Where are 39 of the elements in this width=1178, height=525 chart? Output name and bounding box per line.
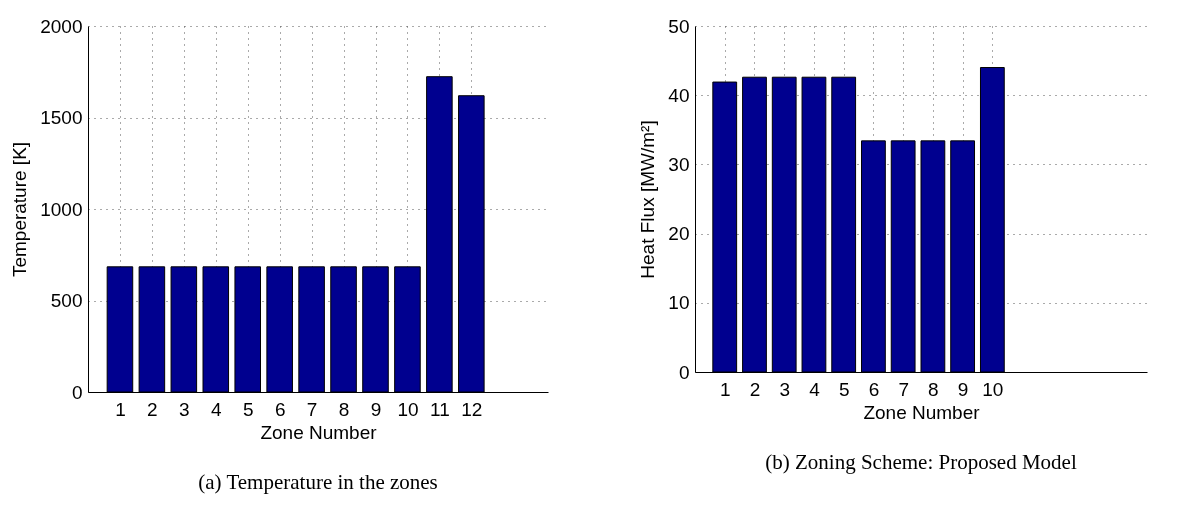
y-tick-label: 0 [678,361,690,383]
y-tick-label: 1000 [40,198,83,220]
x-tick-label: 3 [779,378,790,400]
y-tick-label: 2000 [40,15,83,37]
x-tick-label: 5 [838,378,850,400]
y-tick-label: 1500 [40,107,83,128]
x-tick-label: 9 [370,398,382,420]
x-tick-label: 10 [982,378,1004,400]
x-tick-label: 1 [115,398,126,420]
x-tick-label: 10 [397,398,419,420]
x-tick-label: 12 [461,398,483,420]
x-tick-label: 6 [868,378,880,400]
y-tick-label: 10 [668,292,690,314]
x-tick-label: 2 [147,398,158,420]
x-tick-label: 4 [809,378,821,400]
x-axis-title: Zone Number [863,401,981,423]
x-tick-label: 9 [957,378,969,400]
x-tick-label: 6 [274,398,286,420]
y-tick-label: 20 [668,223,690,245]
x-tick-label: 11 [430,398,450,420]
y-tick-label: 30 [668,153,690,175]
y-tick-label: 0 [71,381,83,403]
y-axis-title: Temperature [K] [9,141,31,278]
y-tick-label: 50 [668,15,690,37]
x-tick-label: 4 [210,398,222,420]
y-tick-label: 40 [668,84,690,106]
x-tick-label: 7 [306,398,318,420]
text: (a) Temperature in the zones [198,470,438,494]
x-tick-label: 7 [898,378,909,400]
x-tick-label: 3 [179,398,190,420]
x-tick-label: 8 [928,378,939,400]
x-tick-label: 8 [338,398,350,420]
x-tick-label: 1 [719,378,731,400]
x-axis-title: Zone Number [260,421,378,443]
x-tick-label: 2 [749,378,761,400]
y-tick-label: 500 [50,290,83,311]
x-tick-label: 5 [242,398,254,420]
text: (b) Zoning Scheme: Proposed Model [765,450,1077,474]
y-axis-title: Heat Flux [MW/m²] [637,120,659,279]
